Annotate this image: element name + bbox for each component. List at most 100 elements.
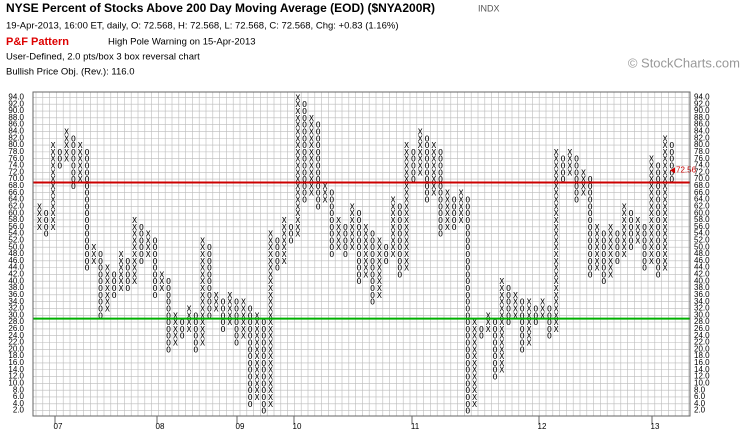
pf-box: O bbox=[465, 209, 470, 218]
y-tick-label: 22.0 bbox=[8, 338, 24, 347]
y-tick-label: 12.0 bbox=[8, 372, 24, 381]
pf-box: X bbox=[567, 148, 572, 157]
pf-box: X bbox=[554, 325, 559, 334]
pf-box: X bbox=[91, 243, 96, 252]
pf-box: X bbox=[132, 216, 137, 225]
pf-box: O bbox=[85, 168, 90, 177]
pf-box: O bbox=[98, 291, 103, 300]
pf-box: X bbox=[499, 325, 504, 334]
pf-box: O bbox=[520, 339, 525, 348]
pf-box: O bbox=[85, 243, 90, 252]
pf-box: O bbox=[588, 175, 593, 184]
pf-box: O bbox=[316, 189, 321, 198]
pf-box: X bbox=[391, 216, 396, 225]
y-tick-label: 2.0 bbox=[13, 406, 25, 415]
pf-box: O bbox=[125, 277, 130, 286]
pf-box: X bbox=[336, 216, 341, 225]
pf-box: X bbox=[295, 216, 300, 225]
pf-box: O bbox=[329, 209, 334, 218]
pf-box: X bbox=[622, 216, 627, 225]
pf-box: X bbox=[255, 345, 260, 354]
pf-box: O bbox=[493, 318, 498, 327]
pf-box: X bbox=[554, 230, 559, 239]
y-tick-label-right: 32.0 bbox=[694, 304, 710, 313]
pf-box: O bbox=[98, 304, 103, 313]
pf-box: X bbox=[200, 270, 205, 279]
pf-box: O bbox=[588, 216, 593, 225]
pf-box: O bbox=[588, 243, 593, 252]
pf-box: X bbox=[268, 345, 273, 354]
pf-box: X bbox=[472, 379, 477, 388]
pf-column: XXX bbox=[159, 270, 164, 293]
pf-box: O bbox=[71, 182, 76, 191]
pf-box: X bbox=[431, 141, 436, 150]
pf-box: X bbox=[377, 250, 382, 259]
pf-box: X bbox=[51, 168, 56, 177]
x-tick-label: 13 bbox=[651, 422, 660, 431]
pf-box: O bbox=[316, 175, 321, 184]
pf-box: O bbox=[139, 250, 144, 259]
pf-box: O bbox=[615, 250, 620, 259]
pf-box: X bbox=[472, 386, 477, 395]
pf-box: O bbox=[656, 216, 661, 225]
pf-box: O bbox=[520, 332, 525, 341]
pf-box: X bbox=[499, 311, 504, 320]
pf-box: X bbox=[309, 141, 314, 150]
pf-box: X bbox=[663, 230, 668, 239]
pf-box: X bbox=[595, 250, 600, 259]
x-tick-label: 10 bbox=[293, 422, 302, 431]
pf-box: X bbox=[663, 250, 668, 259]
pf-box: O bbox=[221, 325, 226, 334]
pf-box: X bbox=[159, 270, 164, 279]
pf-column: OO bbox=[479, 325, 484, 341]
pf-box: O bbox=[207, 243, 212, 252]
pf-column: OOO bbox=[384, 243, 389, 266]
pf-box: O bbox=[221, 311, 226, 320]
pf-box: X bbox=[527, 325, 532, 334]
pf-box: O bbox=[153, 284, 158, 293]
pf-box: O bbox=[329, 196, 334, 205]
x-tick-label: 12 bbox=[538, 422, 547, 431]
pf-box: X bbox=[377, 264, 382, 273]
y-tick-label-right: 50.0 bbox=[694, 242, 710, 251]
pf-box: X bbox=[595, 230, 600, 239]
pf-box: O bbox=[302, 155, 307, 164]
pf-box: X bbox=[445, 223, 450, 232]
pf-box: O bbox=[357, 209, 362, 218]
y-tick-label-right: 82.0 bbox=[694, 133, 710, 142]
pf-box: X bbox=[187, 304, 192, 313]
pf-box: O bbox=[153, 277, 158, 286]
pf-box: X bbox=[295, 175, 300, 184]
pf-box: X bbox=[391, 196, 396, 205]
pf-box: O bbox=[397, 223, 402, 232]
y-tick-label-right: 76.0 bbox=[694, 154, 710, 163]
y-tick-label: 24.0 bbox=[8, 331, 24, 340]
pattern-text: High Pole Warning on 15-Apr-2013 bbox=[108, 37, 256, 48]
pf-box: O bbox=[248, 304, 253, 313]
pf-box: O bbox=[656, 264, 661, 273]
pf-box: X bbox=[391, 236, 396, 245]
pf-box: O bbox=[98, 311, 103, 320]
y-tick-label: 90.0 bbox=[8, 106, 24, 115]
pf-box: O bbox=[370, 257, 375, 266]
pf-box: O bbox=[275, 257, 280, 266]
pf-box: X bbox=[663, 209, 668, 218]
pf-box: O bbox=[234, 304, 239, 313]
pf-box: X bbox=[581, 168, 586, 177]
pf-box: O bbox=[71, 134, 76, 143]
pf-box: X bbox=[200, 311, 205, 320]
pf-box: O bbox=[44, 223, 49, 232]
